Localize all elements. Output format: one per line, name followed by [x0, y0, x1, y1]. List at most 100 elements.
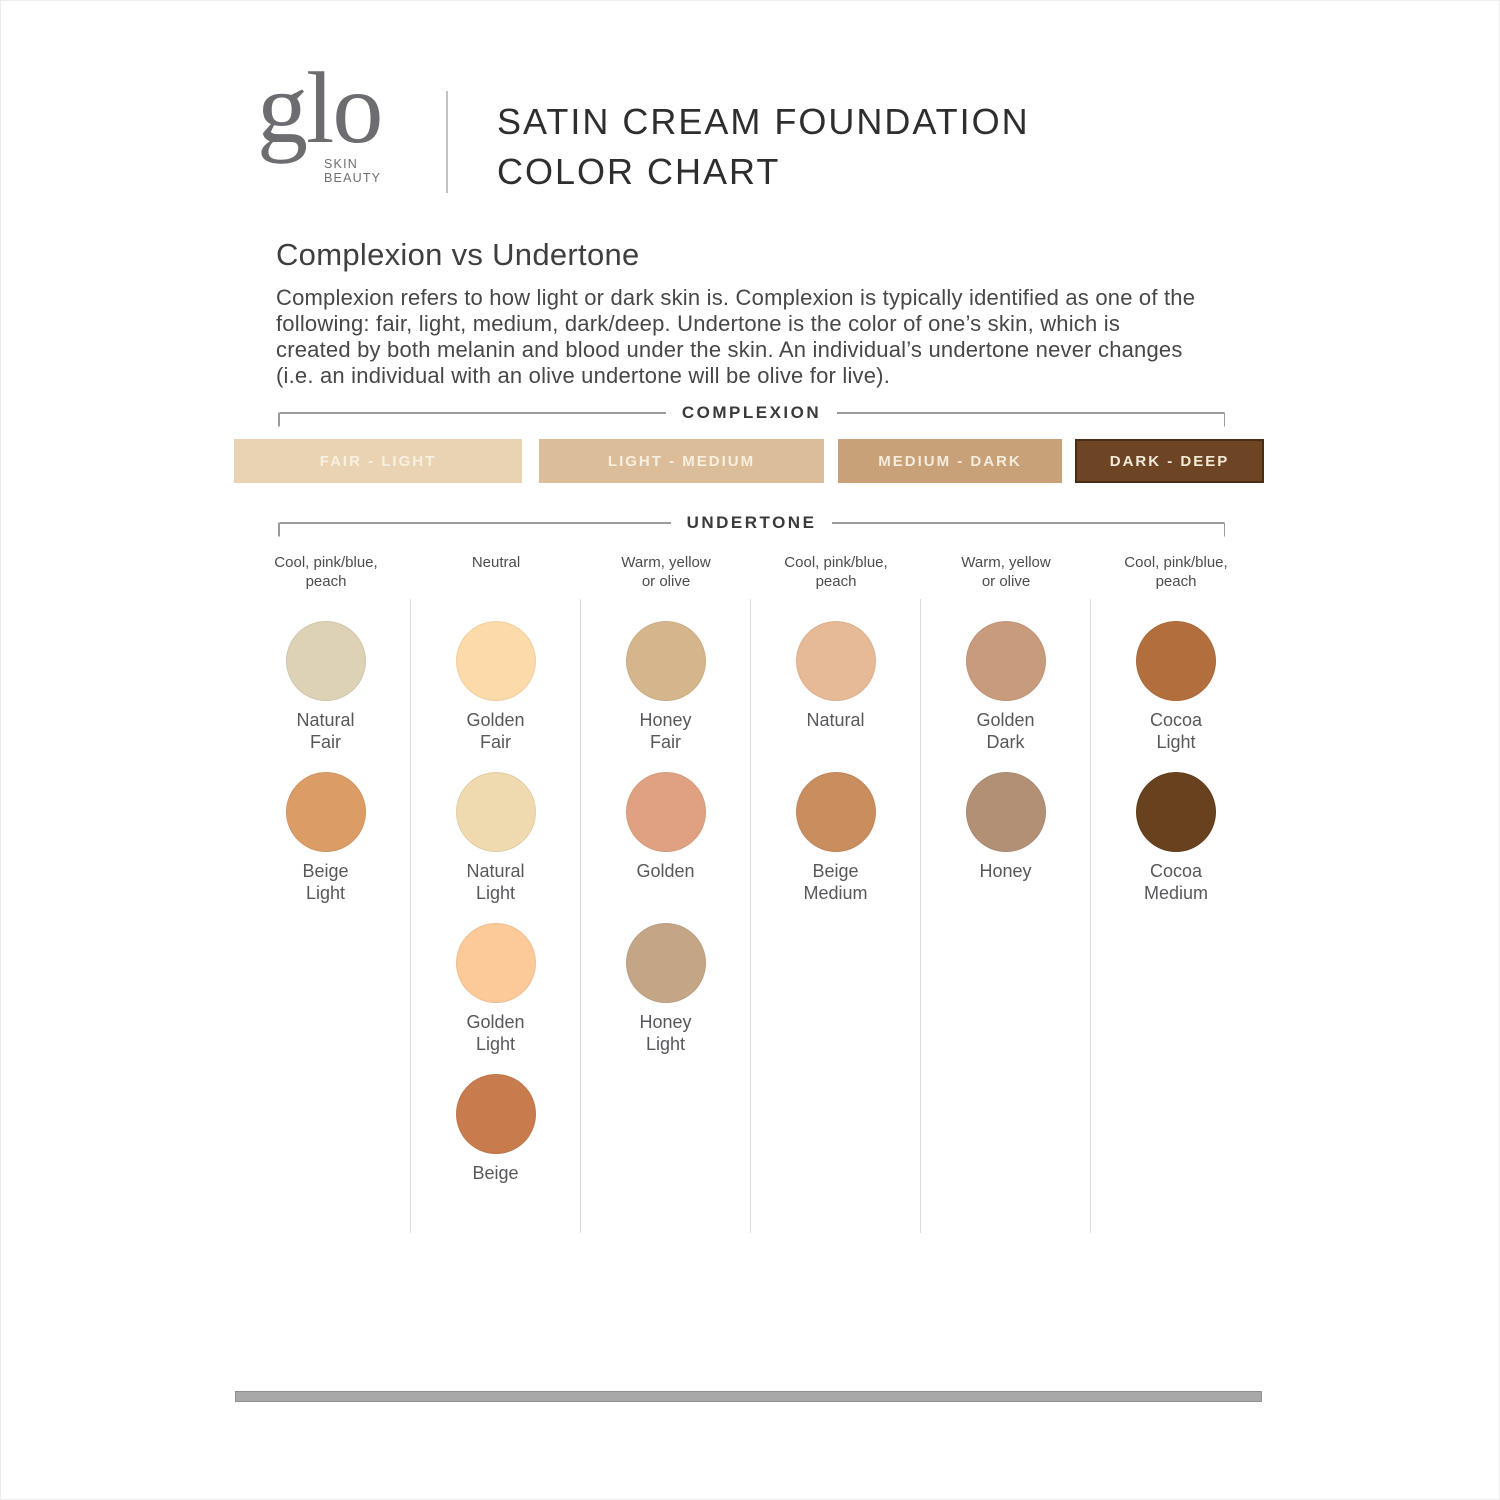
swatch-label: Beige — [472, 1162, 518, 1184]
swatch-label: Beige Light — [302, 860, 348, 904]
swatch-cell: Cocoa Light — [1091, 621, 1261, 772]
swatch-label: Golden Light — [466, 1011, 524, 1055]
swatch-label-line: Medium — [1143, 883, 1209, 903]
swatch-circle — [285, 772, 366, 852]
swatch-label-line: Light — [645, 1034, 686, 1054]
undertone-column-header: Cool, pink/blue, peach — [241, 553, 411, 591]
complexion-band: MEDIUM - DARK — [838, 439, 1062, 483]
swatch-circle — [1136, 772, 1216, 852]
swatch-circle — [455, 772, 536, 852]
swatch-cell: Beige — [411, 1074, 580, 1225]
swatch-label-line: Fair — [310, 732, 341, 752]
swatch-label-line: Golden — [466, 710, 525, 730]
swatch-label: Cocoa Medium — [1144, 860, 1208, 904]
paragraph-line: created by both melanin and blood under … — [276, 337, 1183, 362]
swatch-circle — [795, 621, 876, 701]
section-heading: Complexion vs Undertone — [276, 237, 640, 272]
glo-logo-tagline: SKIN BEAUTY — [324, 157, 381, 185]
swatch-label-line: Natural — [296, 710, 355, 730]
undertone-header-line: or olive — [641, 573, 691, 590]
swatch-label-line: Golden — [976, 710, 1035, 730]
complexion-label: COMPLEXION — [681, 403, 822, 422]
undertone-header-line: peach — [1155, 573, 1197, 590]
swatch-cell: Beige Medium — [751, 772, 920, 923]
page-title-line2: COLOR CHART — [497, 151, 781, 192]
swatch-circle — [455, 621, 536, 701]
swatch-circle — [285, 621, 366, 701]
swatch-circle — [625, 772, 706, 852]
bracket-line — [837, 412, 1224, 414]
swatch-label: Golden Dark — [976, 709, 1034, 753]
swatch-label-line: Light — [1156, 732, 1196, 752]
swatch-label-line: Light — [475, 1034, 516, 1054]
undertone-header-line: Warm, yellow — [961, 554, 1051, 571]
undertone-header-line: Warm, yellow — [621, 554, 711, 571]
swatch-circle — [455, 923, 536, 1003]
undertone-column-header: Neutral — [411, 553, 581, 591]
swatch-cell: Honey — [921, 772, 1090, 923]
undertone-header-line: Cool, pink/blue, — [274, 554, 378, 571]
undertone-header-line: Neutral — [471, 554, 521, 571]
swatch-circle — [625, 923, 706, 1003]
undertone-column-header: Warm, yellow or olive — [581, 553, 751, 591]
undertone-column-header: Warm, yellow or olive — [921, 553, 1091, 591]
swatch-label-line: Beige — [302, 861, 349, 881]
complexion-band-label: LIGHT - MEDIUM — [607, 452, 756, 470]
swatch-label: Natural Light — [466, 860, 524, 904]
complexion-band-label: FAIR - LIGHT — [319, 452, 437, 470]
swatch-cell: Golden Dark — [921, 621, 1090, 772]
glo-logo-wordmark: glo — [257, 52, 383, 165]
swatch-label-line: Cocoa — [1149, 710, 1203, 730]
swatch-column: Natural Beige Medium — [751, 599, 921, 1233]
swatch-label-line: Cocoa — [1149, 861, 1203, 881]
undertone-header-line: peach — [815, 573, 857, 590]
swatch-label-line: Beige — [812, 861, 859, 881]
swatch-label: Cocoa Light — [1150, 709, 1202, 753]
complexion-band: LIGHT - MEDIUM — [539, 439, 824, 483]
swatch-cell: Natural Fair — [241, 621, 410, 772]
swatch-label: Natural Fair — [296, 709, 354, 753]
undertone-header-line: peach — [305, 573, 347, 590]
undertone-label: UNDERTONE — [686, 513, 817, 532]
swatch-cell: Golden Fair — [411, 621, 580, 772]
swatch-label-line: Natural — [806, 710, 865, 730]
swatch-grid: Natural Fair Beige Light Golden Fair Natura… — [241, 599, 1261, 1233]
swatch-cell: Natural Light — [411, 772, 580, 923]
swatch-label: Honey Fair — [639, 709, 691, 753]
swatch-label: Natural — [806, 709, 864, 731]
swatch-circle — [455, 1074, 536, 1154]
header-divider — [446, 91, 448, 193]
swatch-label: Golden — [636, 860, 694, 882]
swatch-label-line: Light — [475, 883, 516, 903]
paragraph-line: following: fair, light, medium, dark/dee… — [276, 311, 1121, 336]
swatch-column: Golden Fair Natural Light Golden Light Beig… — [411, 599, 581, 1233]
swatch-cell: Honey Light — [581, 923, 750, 1074]
swatch-label-line: Fair — [650, 732, 681, 752]
swatch-circle — [1136, 621, 1216, 701]
swatch-column: Golden Dark Honey — [921, 599, 1091, 1233]
swatch-cell: Golden Light — [411, 923, 580, 1074]
complexion-bracket: COMPLEXION — [278, 400, 1225, 426]
glo-logo-tagline-line1: SKIN — [324, 157, 358, 171]
swatch-label-line: Honey — [979, 861, 1032, 881]
swatch-cell: Honey Fair — [581, 621, 750, 772]
undertone-column-header: Cool, pink/blue, peach — [751, 553, 921, 591]
swatch-cell: Golden — [581, 772, 750, 923]
swatch-label-line: Beige — [472, 1163, 519, 1183]
swatch-label: Honey Light — [639, 1011, 691, 1055]
paragraph-line: (i.e. an individual with an olive undert… — [276, 363, 891, 388]
undertone-column-headers: Cool, pink/blue, peach Neutral Warm, yellow… — [241, 553, 1261, 591]
swatch-column: Honey Fair Golden Honey Light — [581, 599, 751, 1233]
swatch-label-line: Honey — [639, 710, 692, 730]
paragraph-line: Complexion refers to how light or dark s… — [276, 285, 1196, 310]
bracket-line — [832, 522, 1224, 524]
swatch-label-line: Dark — [986, 732, 1025, 752]
swatch-circle — [795, 772, 876, 852]
swatch-label-line: Golden — [636, 861, 695, 881]
swatch-label-line: Honey — [639, 1012, 692, 1032]
complexion-band: DARK - DEEP — [1075, 439, 1264, 483]
swatch-label: Golden Fair — [466, 709, 524, 753]
swatch-label-line: Natural — [466, 861, 525, 881]
swatch-column: Natural Fair Beige Light — [241, 599, 411, 1233]
